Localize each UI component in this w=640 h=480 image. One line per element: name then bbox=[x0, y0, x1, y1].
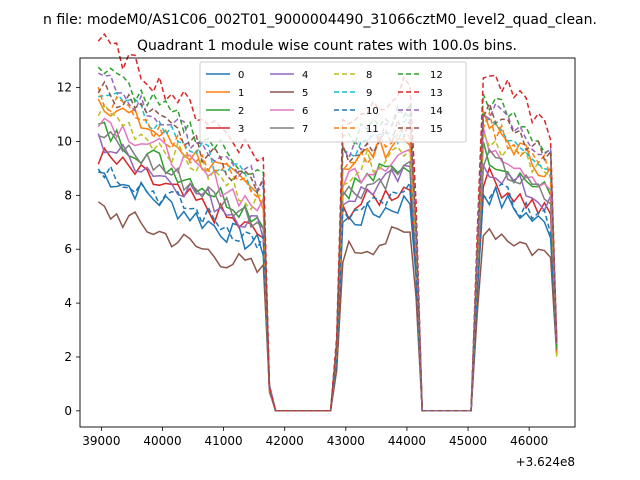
legend-label-15: 15 bbox=[430, 124, 443, 135]
x-tick-label: 40000 bbox=[143, 434, 181, 448]
legend-label-5: 5 bbox=[302, 88, 308, 99]
legend-label-7: 7 bbox=[302, 124, 308, 135]
x-tick-label: 44000 bbox=[388, 434, 426, 448]
legend-label-6: 6 bbox=[302, 106, 308, 117]
y-tick-label: 2 bbox=[64, 350, 72, 364]
y-tick-label: 6 bbox=[64, 242, 72, 256]
x-tick-label: 39000 bbox=[82, 434, 120, 448]
suptitle: n file: modeM0/AS1C06_002T01_9000004490_… bbox=[43, 12, 597, 28]
legend-label-1: 1 bbox=[238, 88, 244, 99]
series-line-10 bbox=[97, 164, 558, 412]
y-tick-label: 8 bbox=[64, 188, 72, 202]
x-tick-label: 42000 bbox=[266, 434, 304, 448]
plot-frame bbox=[79, 57, 576, 428]
y-tick-label: 12 bbox=[57, 81, 72, 95]
legend-label-14: 14 bbox=[430, 106, 443, 117]
legend-label-11: 11 bbox=[366, 124, 379, 135]
legend-label-4: 4 bbox=[302, 70, 308, 81]
series-line-15 bbox=[97, 80, 558, 412]
legend-label-8: 8 bbox=[366, 70, 372, 81]
y-tick-label: 10 bbox=[57, 134, 72, 148]
x-tick-label: 41000 bbox=[205, 434, 243, 448]
x-tick-label: 43000 bbox=[327, 434, 365, 448]
series-line-14 bbox=[97, 72, 558, 412]
legend-box bbox=[199, 61, 467, 143]
chart-title: Quadrant 1 module wise count rates with … bbox=[137, 38, 517, 54]
x-tick-label: 45000 bbox=[449, 434, 487, 448]
legend-label-12: 12 bbox=[430, 70, 443, 81]
series-line-13 bbox=[97, 32, 558, 412]
legend-label-0: 0 bbox=[238, 70, 244, 81]
axis-layer: 39000 40000 41000 42000 43000 44000 45000 46000… bbox=[57, 81, 549, 448]
legend-label-3: 3 bbox=[238, 124, 244, 135]
x-offset-label: +3.624e8 bbox=[516, 455, 575, 469]
y-tick-label: 4 bbox=[64, 296, 72, 310]
legend-label-10: 10 bbox=[366, 106, 379, 117]
legend-label-9: 9 bbox=[366, 88, 372, 99]
series-layer bbox=[97, 32, 558, 412]
y-tick-label: 0 bbox=[64, 404, 72, 418]
x-tick-label: 46000 bbox=[510, 434, 548, 448]
legend-label-13: 13 bbox=[430, 88, 443, 99]
legend-label-2: 2 bbox=[238, 106, 244, 117]
